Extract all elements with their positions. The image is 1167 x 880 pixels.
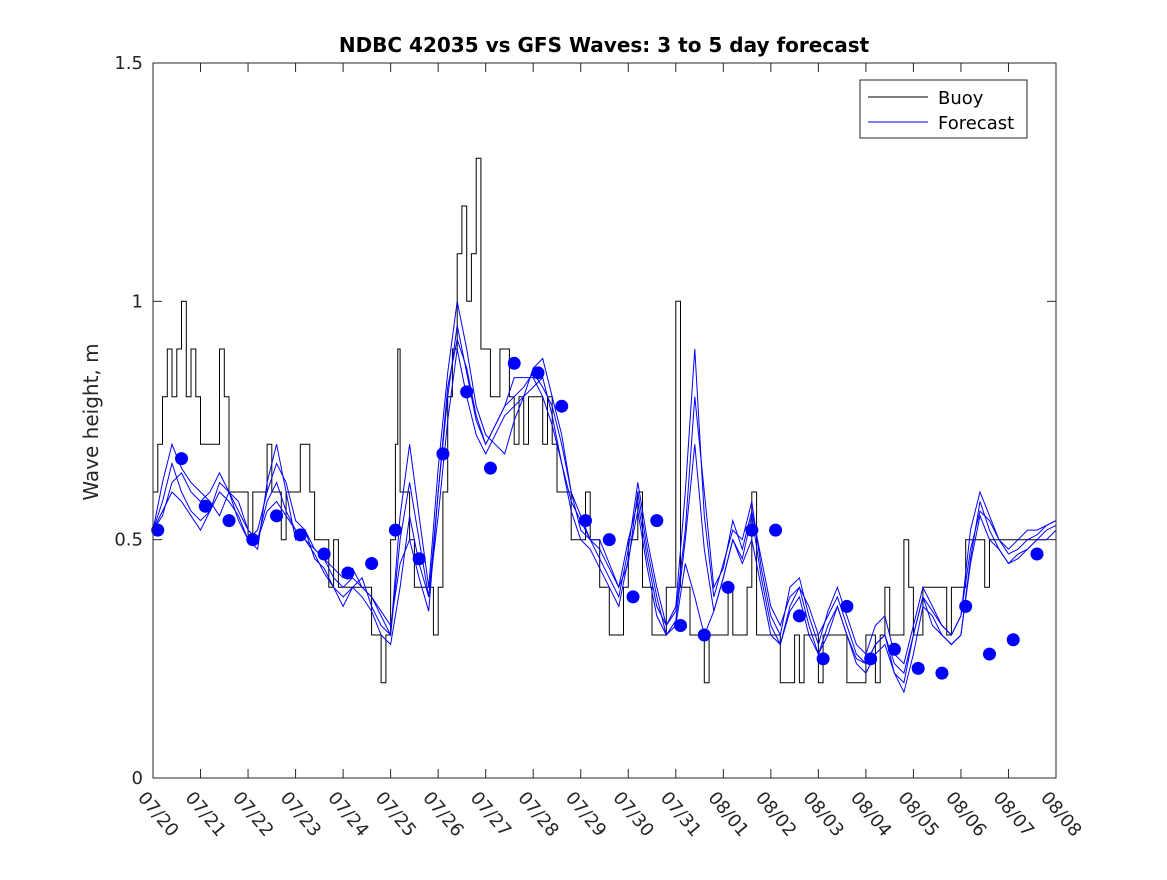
forecast-point	[151, 523, 165, 537]
forecast-point	[626, 590, 640, 604]
forecast-point	[911, 661, 925, 675]
forecast-point	[864, 652, 878, 666]
forecast-point	[412, 552, 426, 566]
forecast-point	[887, 642, 901, 656]
forecast-point	[1030, 547, 1044, 561]
forecast-point	[293, 528, 307, 542]
forecast-point	[365, 557, 379, 570]
legend-forecast-label: Forecast	[938, 113, 1014, 134]
forecast-point	[317, 547, 331, 561]
forecast-point	[555, 399, 569, 413]
y-tick-label: 0.5	[114, 530, 143, 551]
plot-frame	[152, 62, 1057, 779]
forecast-point	[175, 452, 189, 466]
forecast-point	[483, 461, 497, 475]
forecast-point	[436, 447, 450, 461]
forecast-point	[602, 533, 616, 547]
forecast-point	[270, 509, 284, 523]
forecast-point	[769, 523, 783, 537]
forecast-point	[341, 566, 355, 580]
chart-title: NDBC 42035 vs GFS Waves: 3 to 5 day fore…	[339, 33, 870, 57]
forecast-point	[745, 523, 759, 537]
forecast-point	[388, 523, 402, 537]
forecast-point	[1006, 633, 1020, 647]
forecast-point	[816, 652, 830, 666]
forecast-point	[674, 618, 688, 632]
forecast-point	[198, 499, 212, 513]
y-tick-label: 0	[132, 768, 143, 789]
forecast-point	[578, 514, 592, 528]
forecast-point	[697, 628, 711, 642]
forecast-point	[982, 647, 996, 661]
forecast-point	[460, 385, 474, 399]
forecast-point	[650, 514, 664, 528]
forecast-point	[959, 599, 973, 613]
forecast-point	[721, 580, 735, 594]
buoy-series-line	[153, 157, 1047, 684]
legend: Buoy Forecast	[859, 79, 1028, 139]
forecast-point	[792, 609, 806, 623]
legend-box	[859, 79, 1028, 139]
y-tick-label: 1	[132, 291, 143, 312]
forecast-point	[840, 599, 854, 613]
y-tick-label: 1.5	[114, 53, 143, 74]
y-axis-label: Wave height, m	[79, 343, 103, 500]
forecast-point	[531, 366, 545, 380]
forecast-point	[222, 514, 236, 528]
forecast-point	[246, 533, 260, 547]
legend-buoy-label: Buoy	[938, 88, 984, 109]
forecast-series-line	[152, 337, 1057, 675]
forecast-point	[935, 666, 949, 680]
forecast-point	[507, 356, 521, 370]
